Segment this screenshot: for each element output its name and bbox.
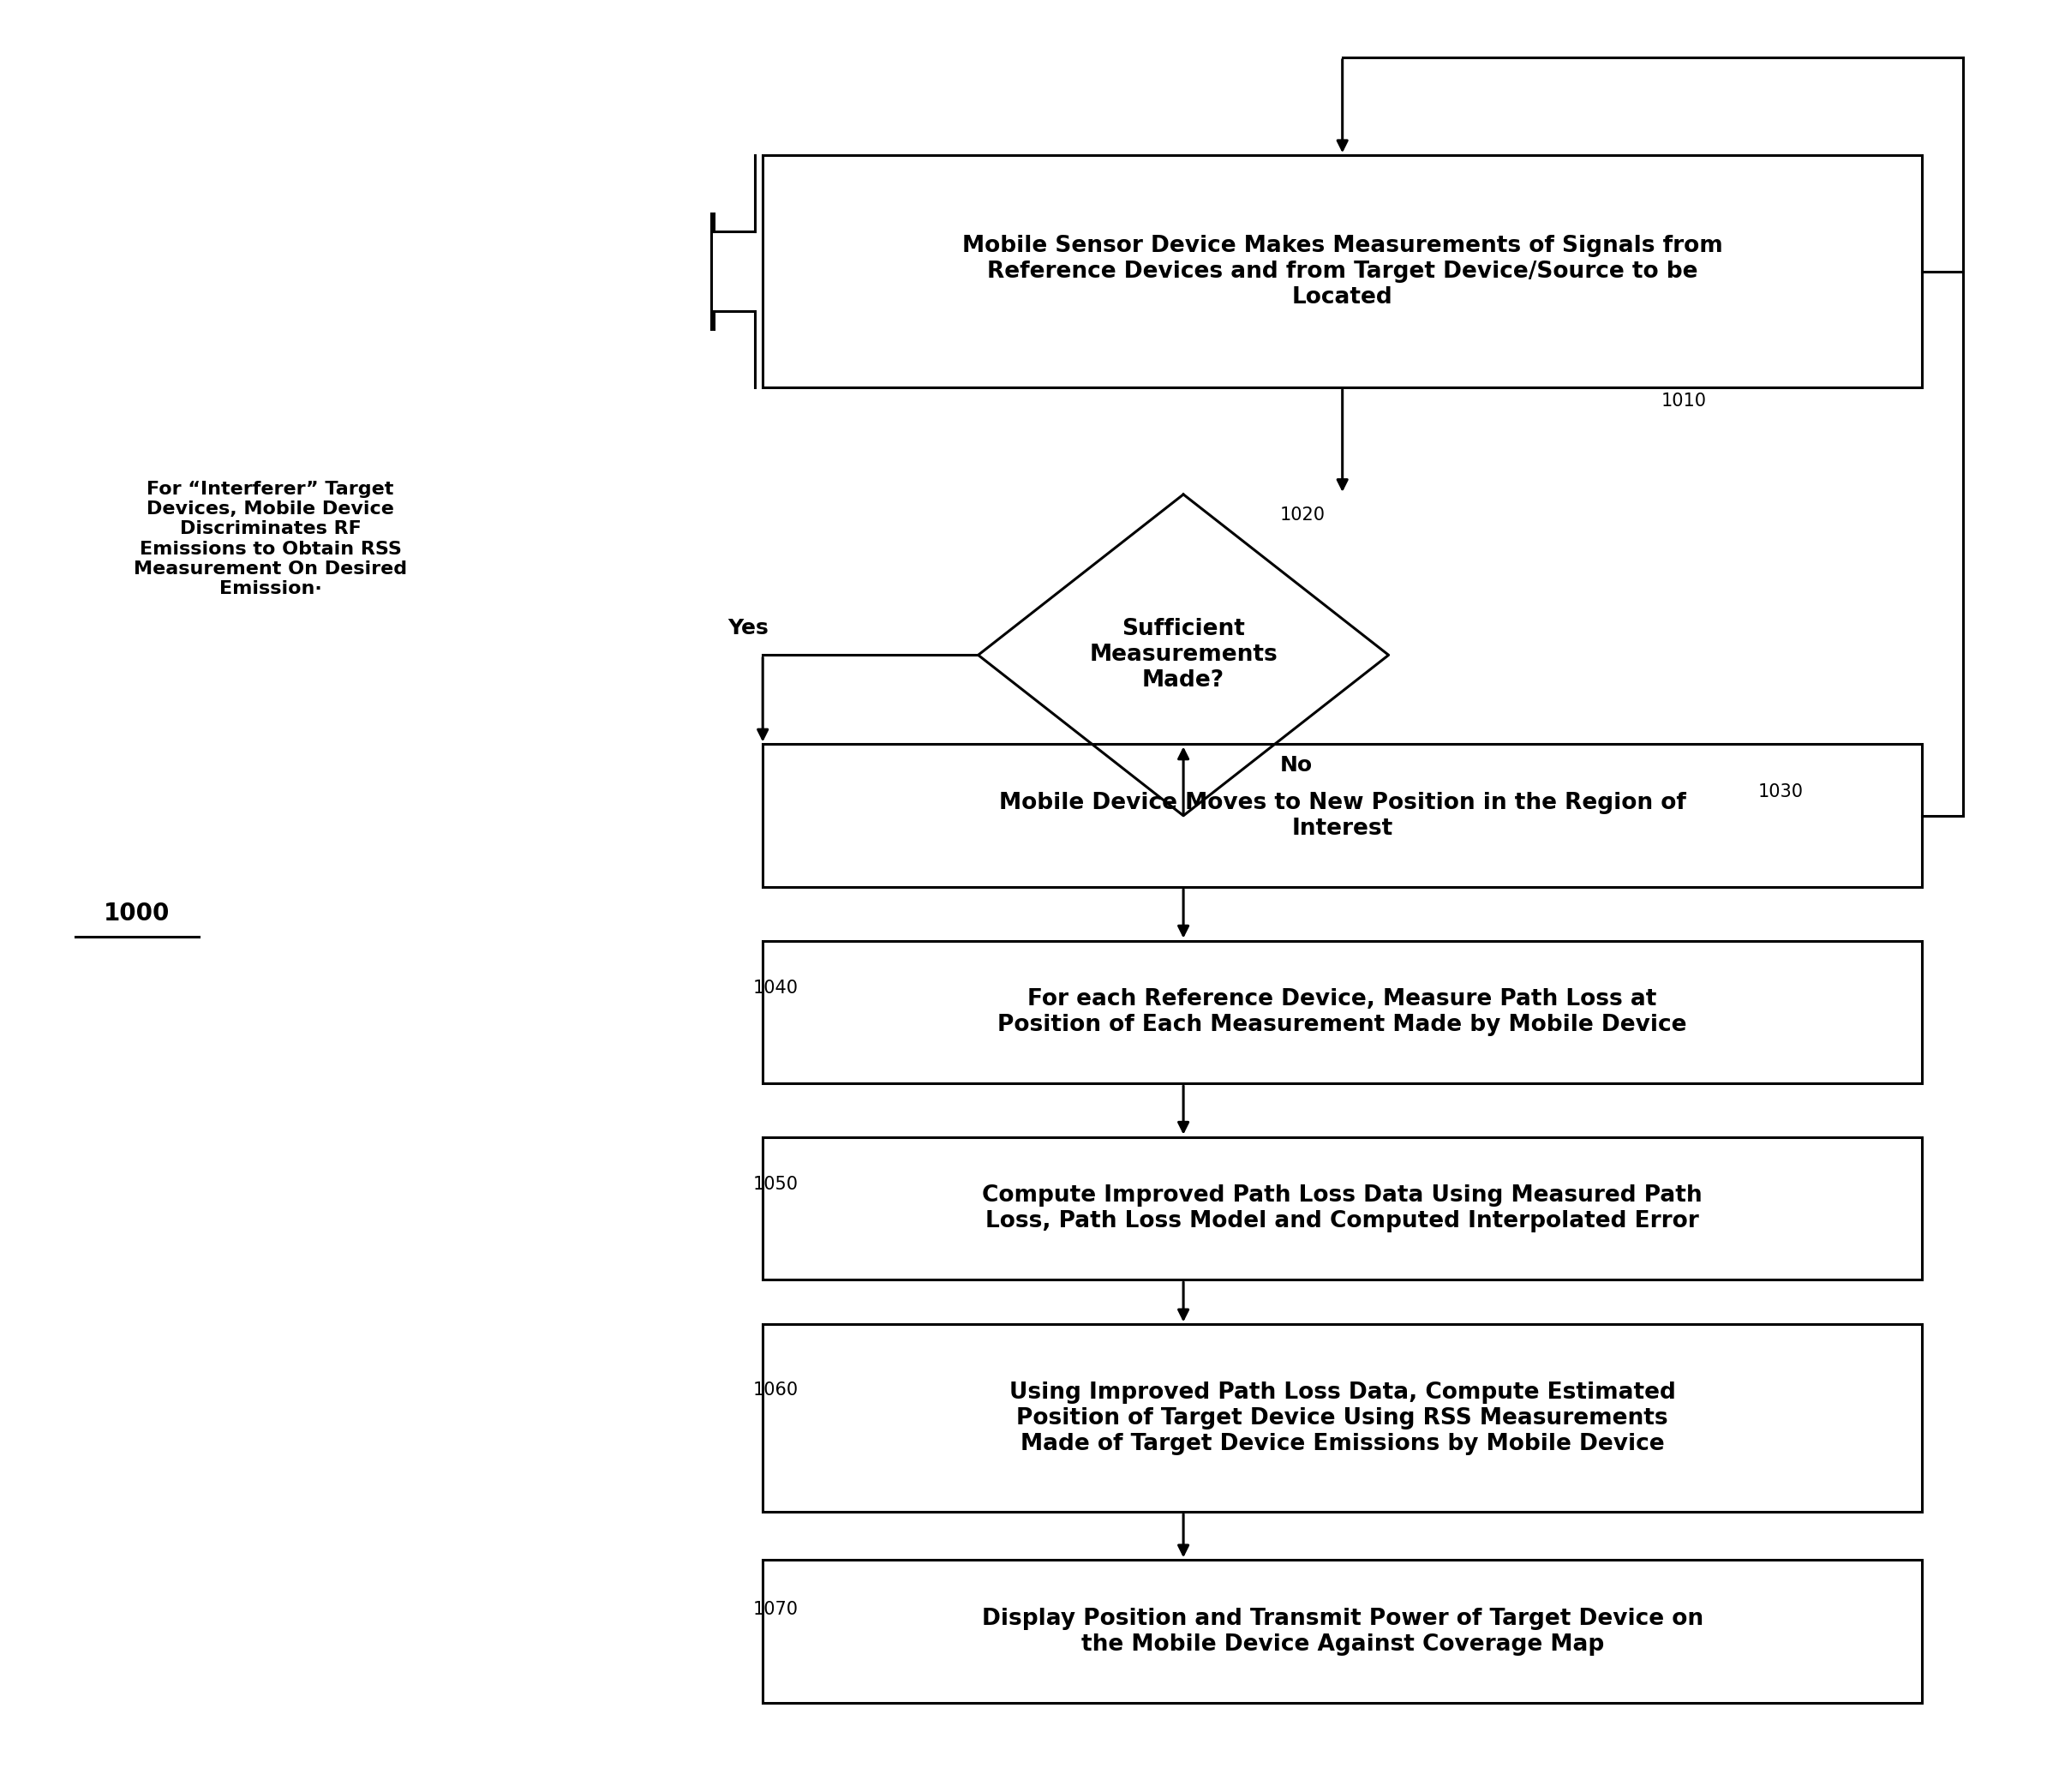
Text: Compute Improved Path Loss Data Using Measured Path
Loss, Path Loss Model and Co: Compute Improved Path Loss Data Using Me… — [982, 1185, 1703, 1233]
Text: 1060: 1060 — [752, 1382, 799, 1398]
Text: 1000: 1000 — [103, 901, 171, 926]
Text: For “Interferer” Target
Devices, Mobile Device
Discriminates RF
Emissions to Obt: For “Interferer” Target Devices, Mobile … — [134, 480, 408, 597]
Text: 1020: 1020 — [1281, 507, 1326, 523]
Text: 1030: 1030 — [1758, 783, 1804, 801]
FancyBboxPatch shape — [762, 1136, 1921, 1279]
Text: 1040: 1040 — [752, 980, 799, 996]
FancyBboxPatch shape — [762, 1324, 1921, 1512]
FancyBboxPatch shape — [762, 1561, 1921, 1702]
Text: For each Reference Device, Measure Path Loss at
Position of Each Measurement Mad: For each Reference Device, Measure Path … — [999, 987, 1686, 1036]
Text: No: No — [1281, 756, 1312, 776]
Text: 1010: 1010 — [1662, 392, 1707, 410]
Text: Mobile Device Moves to New Position in the Region of
Interest: Mobile Device Moves to New Position in t… — [999, 792, 1686, 840]
Text: Sufficient
Measurements
Made?: Sufficient Measurements Made? — [1089, 618, 1277, 692]
Polygon shape — [978, 495, 1388, 815]
Text: Using Improved Path Loss Data, Compute Estimated
Position of Target Device Using: Using Improved Path Loss Data, Compute E… — [1009, 1382, 1676, 1455]
Text: Mobile Sensor Device Makes Measurements of Signals from
Reference Devices and fr: Mobile Sensor Device Makes Measurements … — [962, 235, 1723, 308]
Text: 1050: 1050 — [752, 1176, 799, 1193]
FancyBboxPatch shape — [762, 941, 1921, 1084]
Text: 1070: 1070 — [752, 1600, 799, 1618]
FancyBboxPatch shape — [762, 156, 1921, 387]
FancyBboxPatch shape — [762, 744, 1921, 887]
Text: Display Position and Transmit Power of Target Device on
the Mobile Device Agains: Display Position and Transmit Power of T… — [982, 1607, 1703, 1656]
Text: Yes: Yes — [729, 618, 768, 638]
